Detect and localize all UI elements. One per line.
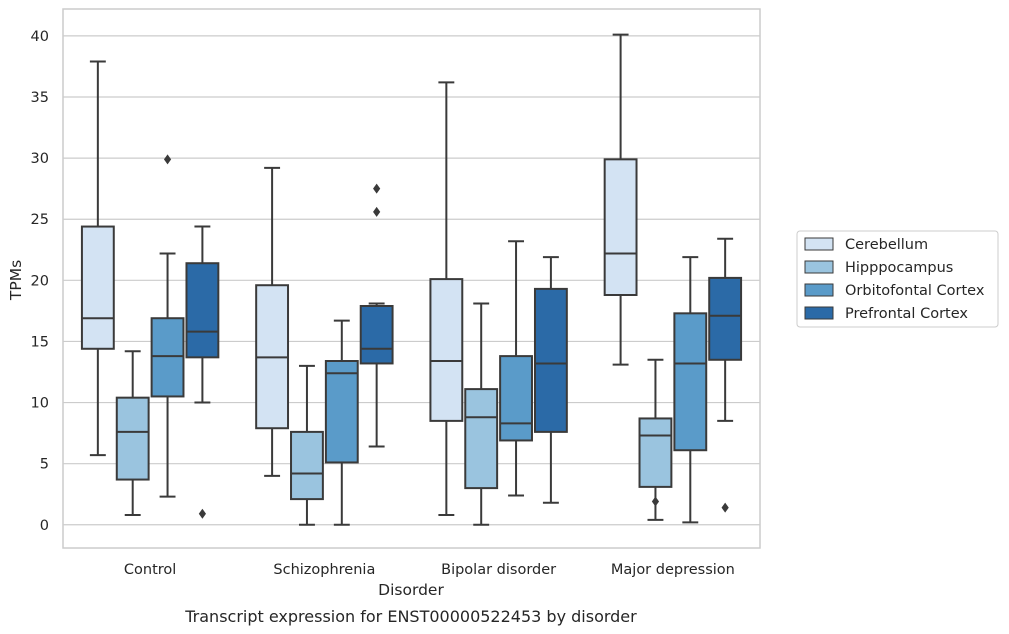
legend-label: Prefrontal Cortex (845, 306, 968, 322)
y-tick-label: 20 (31, 273, 49, 289)
y-axis-title: TPMs (7, 260, 25, 301)
y-tick-label: 0 (40, 518, 49, 534)
outlier-point (163, 154, 172, 165)
outlier-point (651, 496, 660, 507)
box (673, 312, 708, 452)
box (533, 287, 568, 433)
box (708, 276, 743, 361)
legend-frame (796, 230, 999, 328)
box (429, 278, 464, 422)
chart-caption: Transcript expression for ENST0000052245… (184, 607, 637, 626)
legend: Cerebellum Hipppocampus Orbitofontal Corte… (796, 230, 999, 328)
legend-swatch (804, 306, 834, 320)
x-axis-ticks: Control Schizophrenia Bipolar disorder Majo… (124, 562, 735, 578)
box-group-major-depression (603, 33, 743, 524)
box (464, 388, 499, 490)
outlier-point (373, 206, 381, 217)
legend-swatch (804, 237, 834, 251)
box (603, 158, 638, 296)
outlier-point (198, 508, 206, 519)
y-tick-label: 40 (31, 29, 49, 45)
box (185, 262, 220, 359)
box (359, 305, 394, 365)
box (290, 430, 324, 501)
box-group-bipolar-disorder (429, 81, 568, 526)
box-groups (80, 33, 743, 526)
box-group-control (80, 60, 220, 519)
outlier-point (373, 183, 381, 194)
x-tick-label: Major depression (611, 562, 735, 578)
y-tick-label: 10 (31, 396, 49, 412)
x-tick-label: Control (124, 562, 176, 578)
y-tick-label: 35 (31, 90, 49, 106)
x-tick-label: Schizophrenia (273, 562, 375, 578)
box-group-schizophrenia (255, 166, 394, 526)
x-tick-label: Bipolar disorder (441, 562, 556, 578)
legend-label: Hipppocampus (845, 260, 953, 276)
box (638, 417, 673, 488)
legend-swatch (804, 260, 834, 274)
legend-label: Orbitofontal Cortex (845, 283, 985, 299)
y-axis-ticks: 0 5 10 15 20 25 30 35 40 (31, 29, 49, 534)
box (150, 317, 185, 398)
y-tick-label: 25 (31, 212, 49, 228)
gridlines (63, 35, 760, 526)
box (499, 355, 533, 442)
x-axis-title: Disorder (378, 581, 444, 599)
box (115, 396, 150, 481)
legend-items: Cerebellum Hipppocampus Orbitofontal Corte… (804, 237, 985, 322)
legend-label: Cerebellum (845, 237, 928, 253)
box (80, 225, 115, 350)
legend-swatch (804, 283, 834, 297)
box (324, 360, 359, 464)
y-tick-label: 5 (40, 457, 49, 473)
outlier-point (721, 502, 729, 513)
y-tick-label: 15 (31, 334, 49, 350)
y-tick-label: 30 (31, 151, 49, 167)
